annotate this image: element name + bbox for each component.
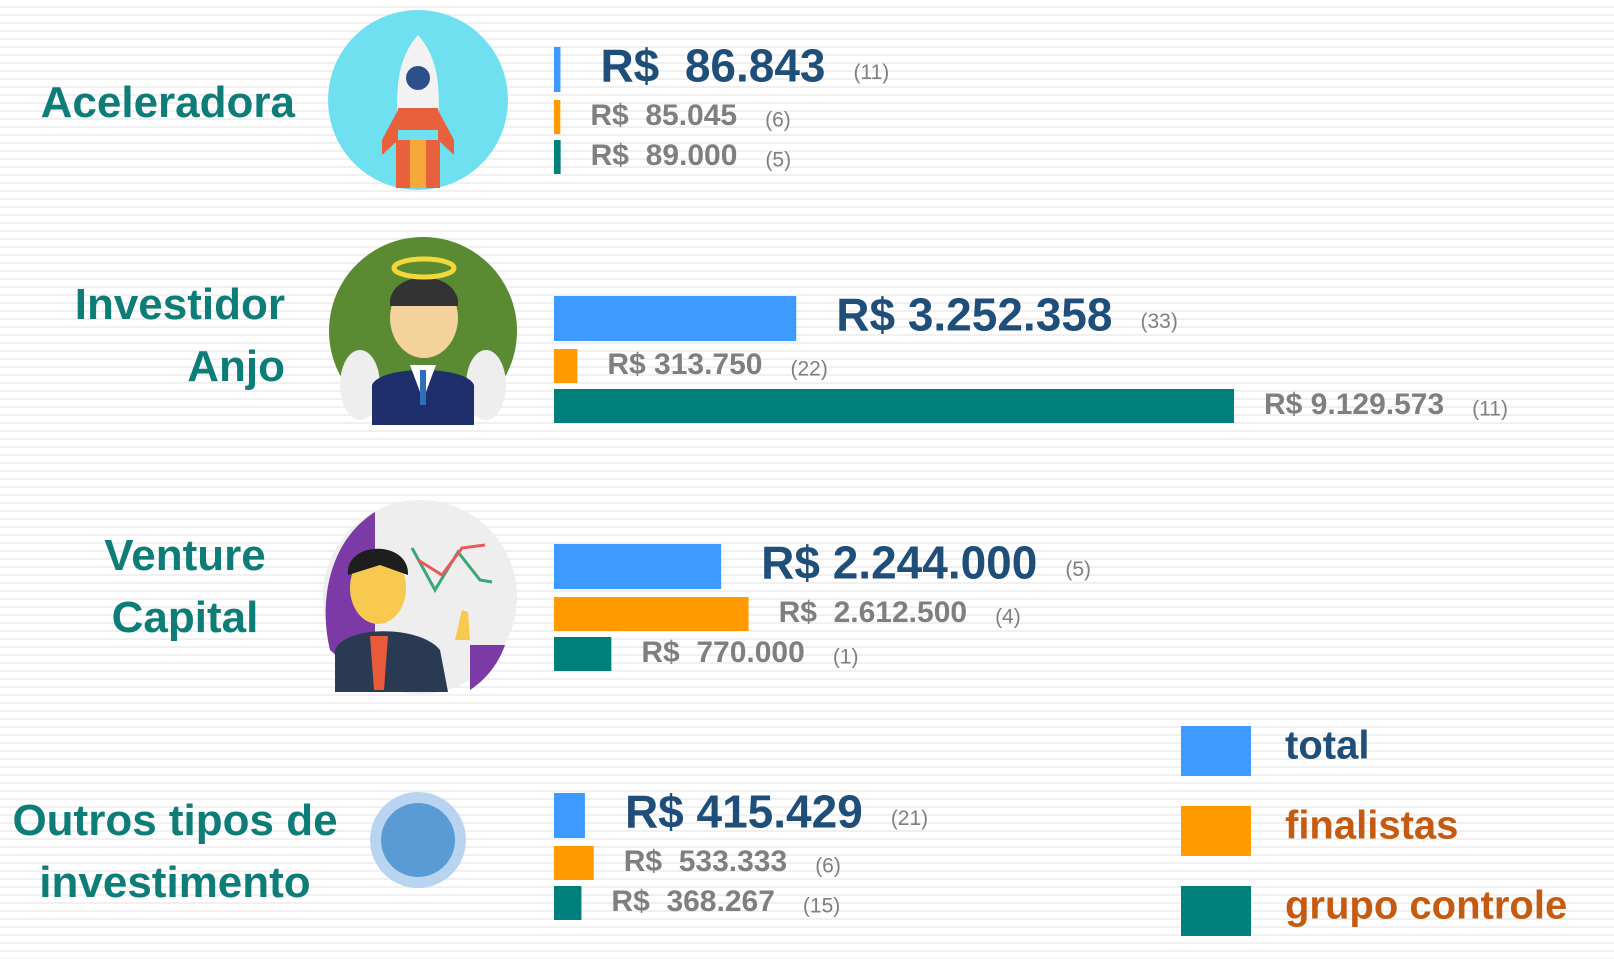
count-label: (22) (791, 358, 828, 381)
category-label: Aceleradora (40, 78, 295, 127)
bar (554, 846, 594, 880)
bar (554, 544, 722, 589)
legend-swatch (1181, 726, 1251, 776)
count-label: (15) (803, 895, 840, 918)
value-label: R$ 3.252.358 (836, 289, 1112, 341)
rocket-icon (328, 10, 508, 190)
bar (554, 100, 561, 134)
bar (554, 47, 561, 92)
venture-icon (323, 500, 517, 694)
value-label: R$ 9.129.573 (1264, 388, 1444, 421)
legend-label: total (1285, 724, 1369, 768)
value-label: R$ 2.612.500 (779, 596, 967, 629)
bar (554, 389, 1234, 423)
bar (554, 296, 797, 341)
value-label: R$ 2.244.000 (761, 537, 1037, 589)
bar (554, 349, 578, 383)
bar (554, 597, 749, 631)
value-label: R$ 85.045 (590, 99, 737, 132)
value-label: R$ 533.333 (624, 845, 787, 878)
count-label: (1) (833, 646, 859, 669)
legend-label: grupo controle (1285, 884, 1567, 928)
category-label: Venture Capital (104, 531, 266, 642)
value-label: R$ 86.843 (600, 40, 825, 92)
value-label: R$ 770.000 (641, 636, 804, 669)
bar (554, 140, 561, 174)
count-label: (21) (891, 807, 928, 830)
count-label: (6) (765, 109, 791, 132)
count-label: (5) (765, 149, 791, 172)
category-label: Outros tipos de investimento (12, 796, 338, 907)
count-label: (6) (815, 855, 841, 878)
bar (554, 793, 585, 838)
legend-swatch (1181, 806, 1251, 856)
value-label: R$ 313.750 (607, 348, 762, 381)
bar (554, 886, 582, 920)
bar (554, 637, 612, 671)
value-label: R$ 368.267 (611, 885, 774, 918)
legend-label: finalistas (1285, 804, 1458, 848)
value-label: R$ 415.429 (625, 786, 863, 838)
value-label: R$ 89.000 (591, 139, 738, 172)
count-label: (5) (1065, 558, 1091, 581)
other-icon (370, 792, 466, 888)
angel-icon (329, 237, 517, 425)
legend-swatch (1181, 886, 1251, 936)
count-label: (33) (1140, 310, 1177, 333)
category-label: Investidor Anjo (74, 280, 285, 391)
count-label: (11) (854, 61, 890, 84)
count-label: (11) (1472, 398, 1508, 421)
count-label: (4) (995, 606, 1021, 629)
